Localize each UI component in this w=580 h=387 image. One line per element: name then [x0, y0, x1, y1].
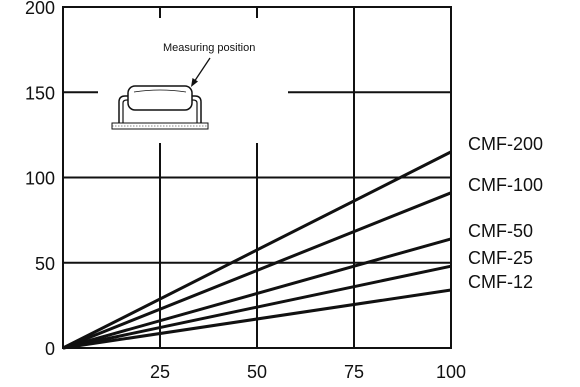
annotation-label: Measuring position	[163, 42, 255, 54]
series-label-cmf-100: CMF-100	[468, 175, 543, 195]
series-label-cmf-50: CMF-50	[468, 221, 533, 241]
series-label-cmf-12: CMF-12	[468, 272, 533, 292]
series-label-cmf-25: CMF-25	[468, 248, 533, 268]
resistor-on-heatsink-icon	[111, 57, 211, 130]
y-tick-label-0: 0	[45, 339, 55, 359]
x-axis: 25 50 75 100	[150, 362, 466, 382]
measuring-position-annotation: Measuring position	[98, 18, 288, 143]
x-tick-label-100: 100	[436, 362, 466, 382]
series-label-cmf-200: CMF-200	[468, 134, 543, 154]
y-axis: 0 50 100 150 200	[25, 0, 55, 359]
legend: CMF-200 CMF-100 CMF-50 CMF-25 CMF-12	[468, 134, 543, 292]
y-tick-label-50: 50	[35, 254, 55, 274]
series-lines	[62, 150, 452, 350]
series-line-cmf-50	[62, 237, 452, 350]
series-line-cmf-200	[62, 150, 452, 350]
y-tick-label-150: 150	[25, 83, 55, 103]
series-line-cmf-25	[62, 264, 452, 350]
y-tick-label-100: 100	[25, 169, 55, 189]
plot-frame	[62, 6, 452, 349]
series-line-cmf-100	[62, 191, 452, 350]
y-tick-label-200: 200	[25, 0, 55, 18]
x-tick-label-25: 25	[150, 362, 170, 382]
x-tick-label-75: 75	[344, 362, 364, 382]
series-line-cmf-12	[62, 288, 452, 350]
x-tick-label-50: 50	[247, 362, 267, 382]
